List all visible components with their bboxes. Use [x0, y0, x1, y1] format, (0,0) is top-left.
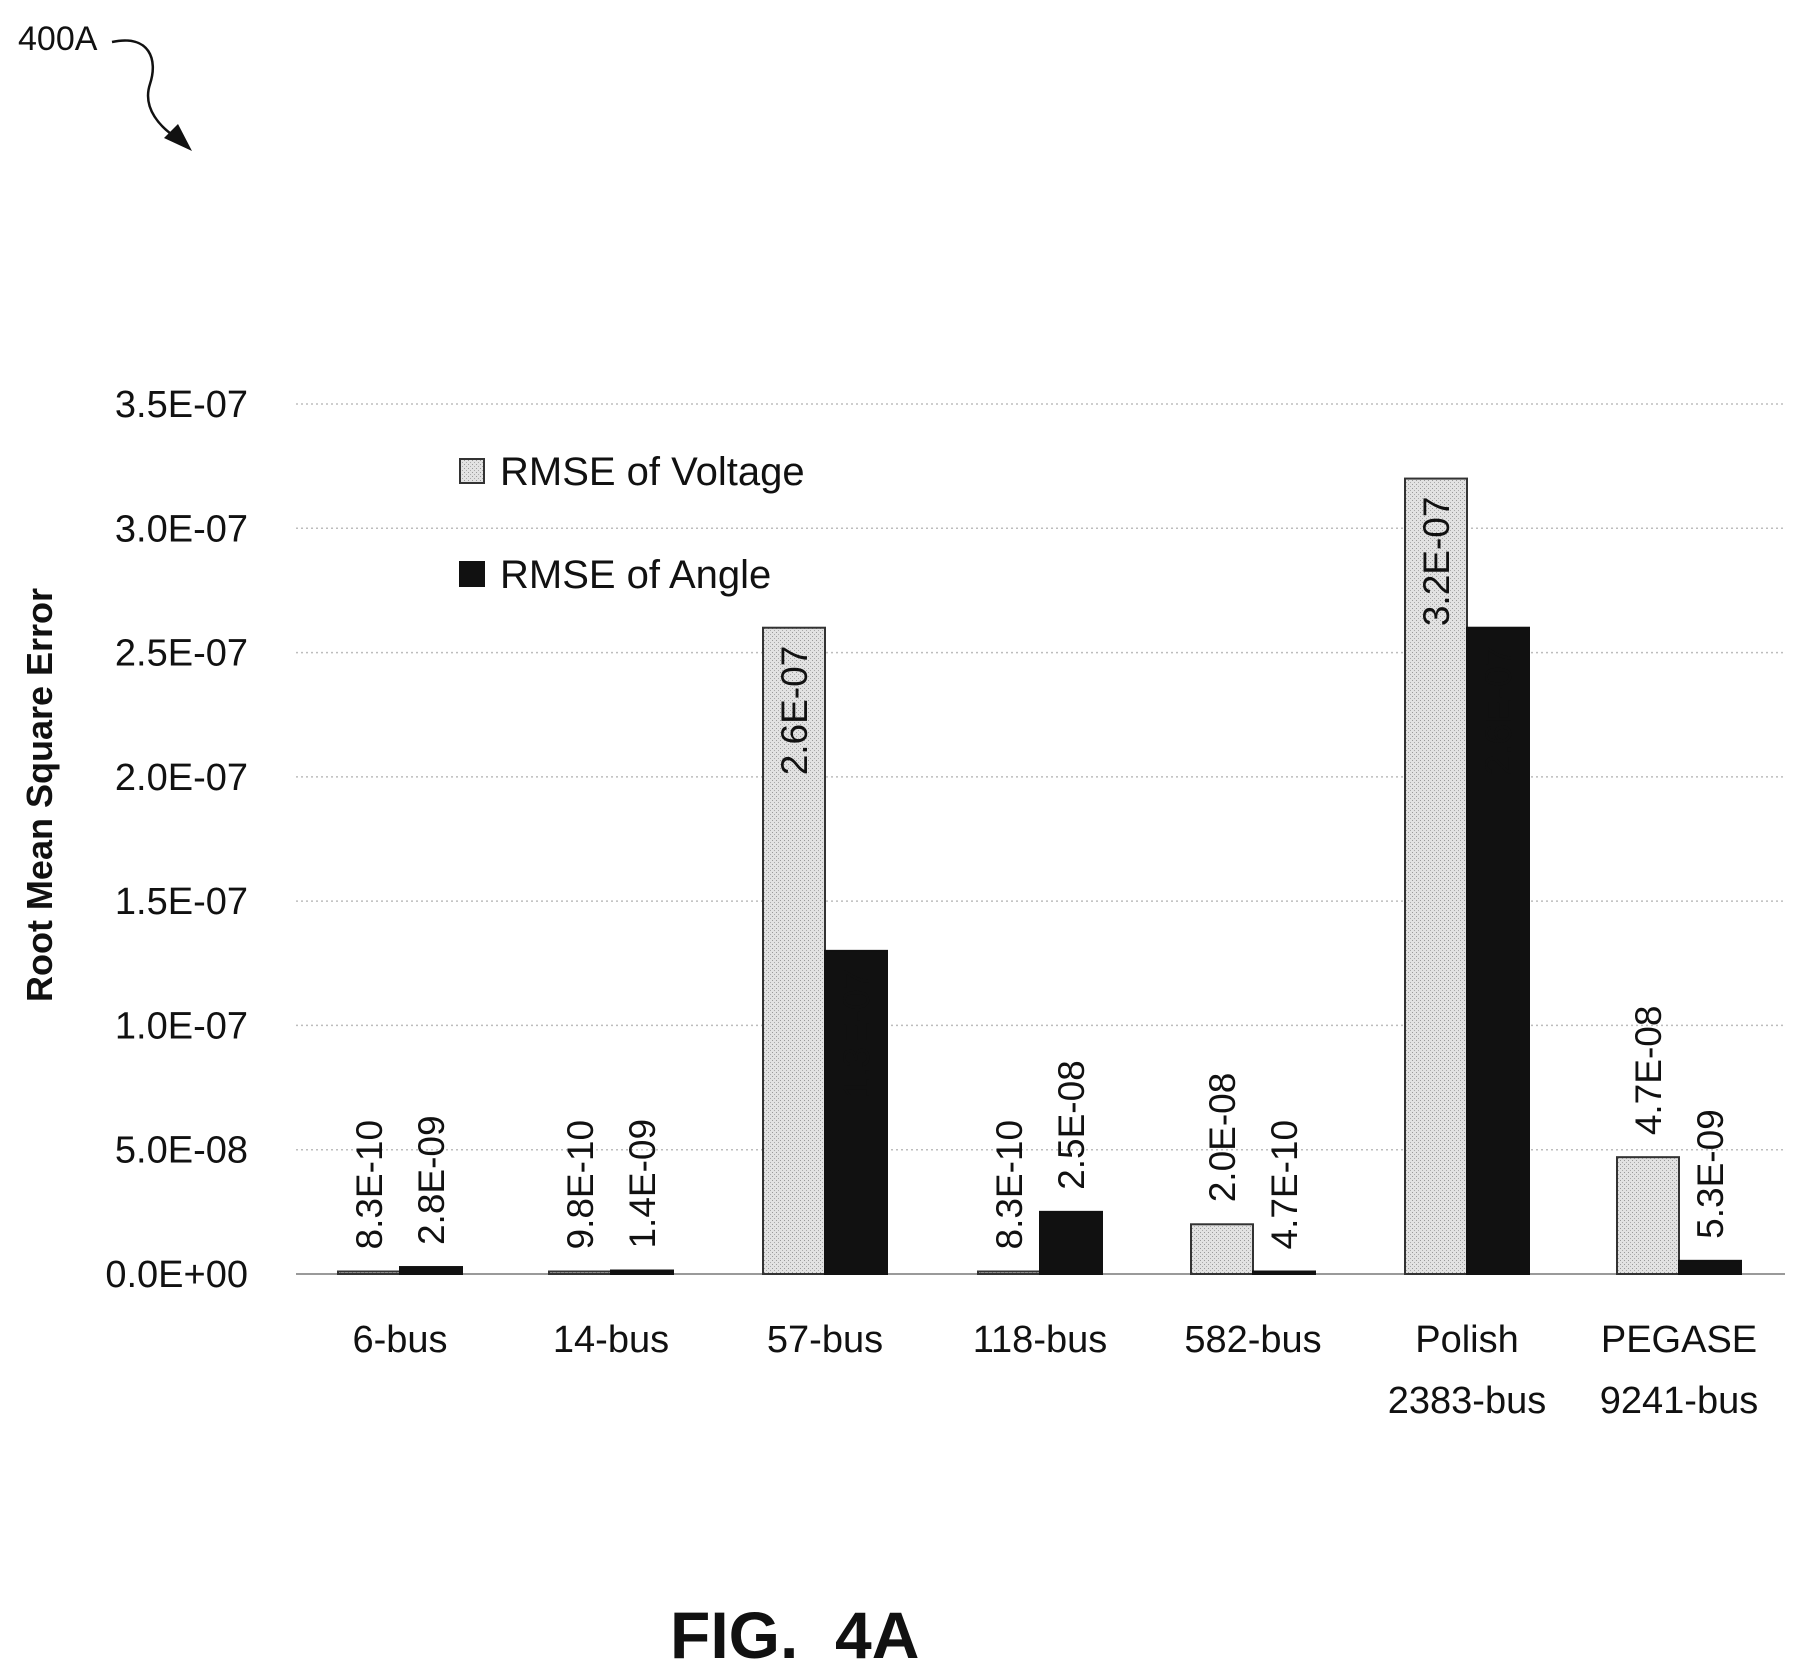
figure-caption: FIG. 4A [670, 1598, 919, 1672]
legend-swatch-voltage [459, 458, 485, 484]
data-label-voltage: 4.7E-08 [1628, 1006, 1669, 1136]
data-label-angle: 2.5E-08 [1051, 1060, 1092, 1190]
data-label-voltage: 8.3E-10 [349, 1120, 390, 1250]
bar-angle [610, 1269, 674, 1276]
y-tick-label: 1.5E-07 [115, 881, 248, 923]
y-axis-title: Root Mean Square Error [19, 588, 60, 1002]
legend-label-voltage: RMSE of Voltage [500, 450, 805, 494]
bar-angle [1678, 1259, 1742, 1275]
x-category-label: 9241-bus [1600, 1380, 1758, 1422]
bar-voltage [337, 1270, 401, 1275]
data-label-angle: 4.7E-10 [1264, 1120, 1305, 1250]
y-tick-label: 2.5E-07 [115, 633, 248, 675]
x-category-label: 14-bus [553, 1319, 669, 1361]
y-tick-label: 3.5E-07 [115, 384, 248, 426]
y-tick-label: 5.0E-08 [115, 1130, 248, 1172]
data-label-angle: 2.6E-07 [1478, 646, 1519, 776]
legend-label-angle: RMSE of Angle [500, 553, 771, 597]
bar-angle [824, 949, 888, 1275]
bar-voltage [1190, 1223, 1254, 1276]
y-axis-ticks: 0.0E+00 5.0E-08 1.0E-07 1.5E-07 2.0E-07 2.5E-… [105, 384, 248, 1296]
x-category-label: 582-bus [1184, 1319, 1321, 1361]
legend-swatch-angle [459, 561, 485, 587]
x-category-label: PEGASE [1601, 1319, 1757, 1361]
data-label-voltage: 8.3E-10 [989, 1120, 1030, 1250]
data-label-angle: 1.3E-07 [836, 969, 877, 1099]
reference-arrowhead [164, 124, 192, 151]
bar-voltage [762, 626, 826, 1275]
x-axis-categories: 6-bus 14-bus 57-bus 118-bus 582-bus Polish 238… [352, 1319, 1758, 1422]
data-label-voltage: 9.8E-10 [560, 1120, 601, 1250]
x-category-label: 57-bus [767, 1319, 883, 1361]
gridlines [296, 403, 1785, 1275]
bars [337, 477, 1742, 1276]
data-label-angle: 5.3E-09 [1690, 1109, 1731, 1239]
y-tick-label: 1.0E-07 [115, 1005, 248, 1047]
data-label-angle: 1.4E-09 [622, 1119, 663, 1249]
data-label-voltage: 2.0E-08 [1202, 1073, 1243, 1203]
bar-voltage [548, 1270, 612, 1275]
x-category-label: Polish [1415, 1319, 1519, 1361]
bar-angle [399, 1266, 463, 1276]
bar-angle [1039, 1210, 1103, 1276]
bar-voltage [977, 1270, 1041, 1275]
y-tick-label: 2.0E-07 [115, 757, 248, 799]
y-tick-label: 3.0E-07 [115, 508, 248, 550]
data-label-angle: 2.8E-09 [411, 1115, 452, 1245]
x-category-label: 118-bus [973, 1319, 1108, 1361]
data-label-voltage: 2.6E-07 [774, 646, 815, 776]
legend: RMSE of Voltage RMSE of Angle [459, 450, 805, 597]
x-category-label: 2383-bus [1388, 1380, 1546, 1422]
reference-arrow [111, 39, 181, 142]
bar-angle [1252, 1270, 1316, 1275]
bar-voltage [1616, 1156, 1680, 1275]
x-category-label: 6-bus [352, 1319, 447, 1361]
y-tick-label: 0.0E+00 [105, 1254, 248, 1296]
data-label-voltage: 3.2E-07 [1416, 497, 1457, 627]
data-labels: 8.3E-10 2.8E-09 9.8E-10 1.4E-09 2.6E-07 1.3E-… [349, 497, 1731, 1250]
bar-voltage [1404, 477, 1468, 1276]
figure-reference-label: 400A [18, 20, 98, 58]
bar-angle [1466, 626, 1530, 1275]
